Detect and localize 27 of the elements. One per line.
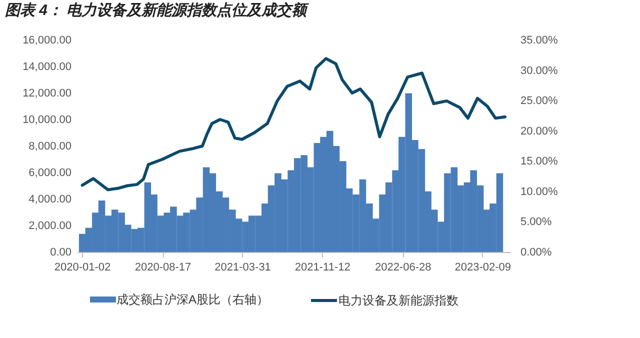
- x-tick-label: 2023-02-09: [454, 262, 512, 274]
- y-tick-label: 4,000.00: [28, 194, 72, 206]
- y2-tick-label: 30.00%: [520, 64, 558, 77]
- x-tick-label: 2020-08-17: [134, 262, 192, 274]
- y2-tick-label: 35.00%: [520, 34, 558, 46]
- x-tick-label: 2022-06-28: [374, 262, 432, 274]
- chart-title: 图表 4： 电力设备及新能源指数点位及成交额: [5, 1, 310, 19]
- x-tick-label: 2021-03-31: [214, 262, 271, 274]
- legend-label: 成交额占沪深A股比（右轴）: [116, 292, 269, 306]
- y2-tick-label: 15.00%: [520, 156, 558, 168]
- line-series: [80, 57, 506, 192]
- y-tick-label: 10,000.00: [22, 114, 72, 126]
- y-tick-label: 8,000.00: [28, 140, 72, 152]
- x-tick-label: 2021-11-12: [294, 262, 350, 274]
- y-tick-label: 2,000.00: [28, 220, 72, 232]
- y2-tick-label: 10.00%: [520, 186, 558, 198]
- y2-tick-label: 5.00%: [520, 216, 552, 228]
- y-tick-label: 12,000.00: [22, 88, 72, 100]
- legend-label: 电力设备及新能源指数: [338, 294, 458, 308]
- y2-tick-label: 0.00%: [520, 246, 552, 258]
- y-tick-label: 16,000.00: [22, 34, 72, 46]
- y-tick-label: 14,000.00: [22, 61, 72, 73]
- y2-tick-label: 20.00%: [520, 125, 558, 138]
- x-tick-label: 2020-01-02: [54, 262, 111, 274]
- y-tick-label: 6,000.00: [28, 167, 72, 179]
- y-tick-label: 0.00: [50, 246, 72, 258]
- y2-tick-label: 25.00%: [520, 95, 558, 108]
